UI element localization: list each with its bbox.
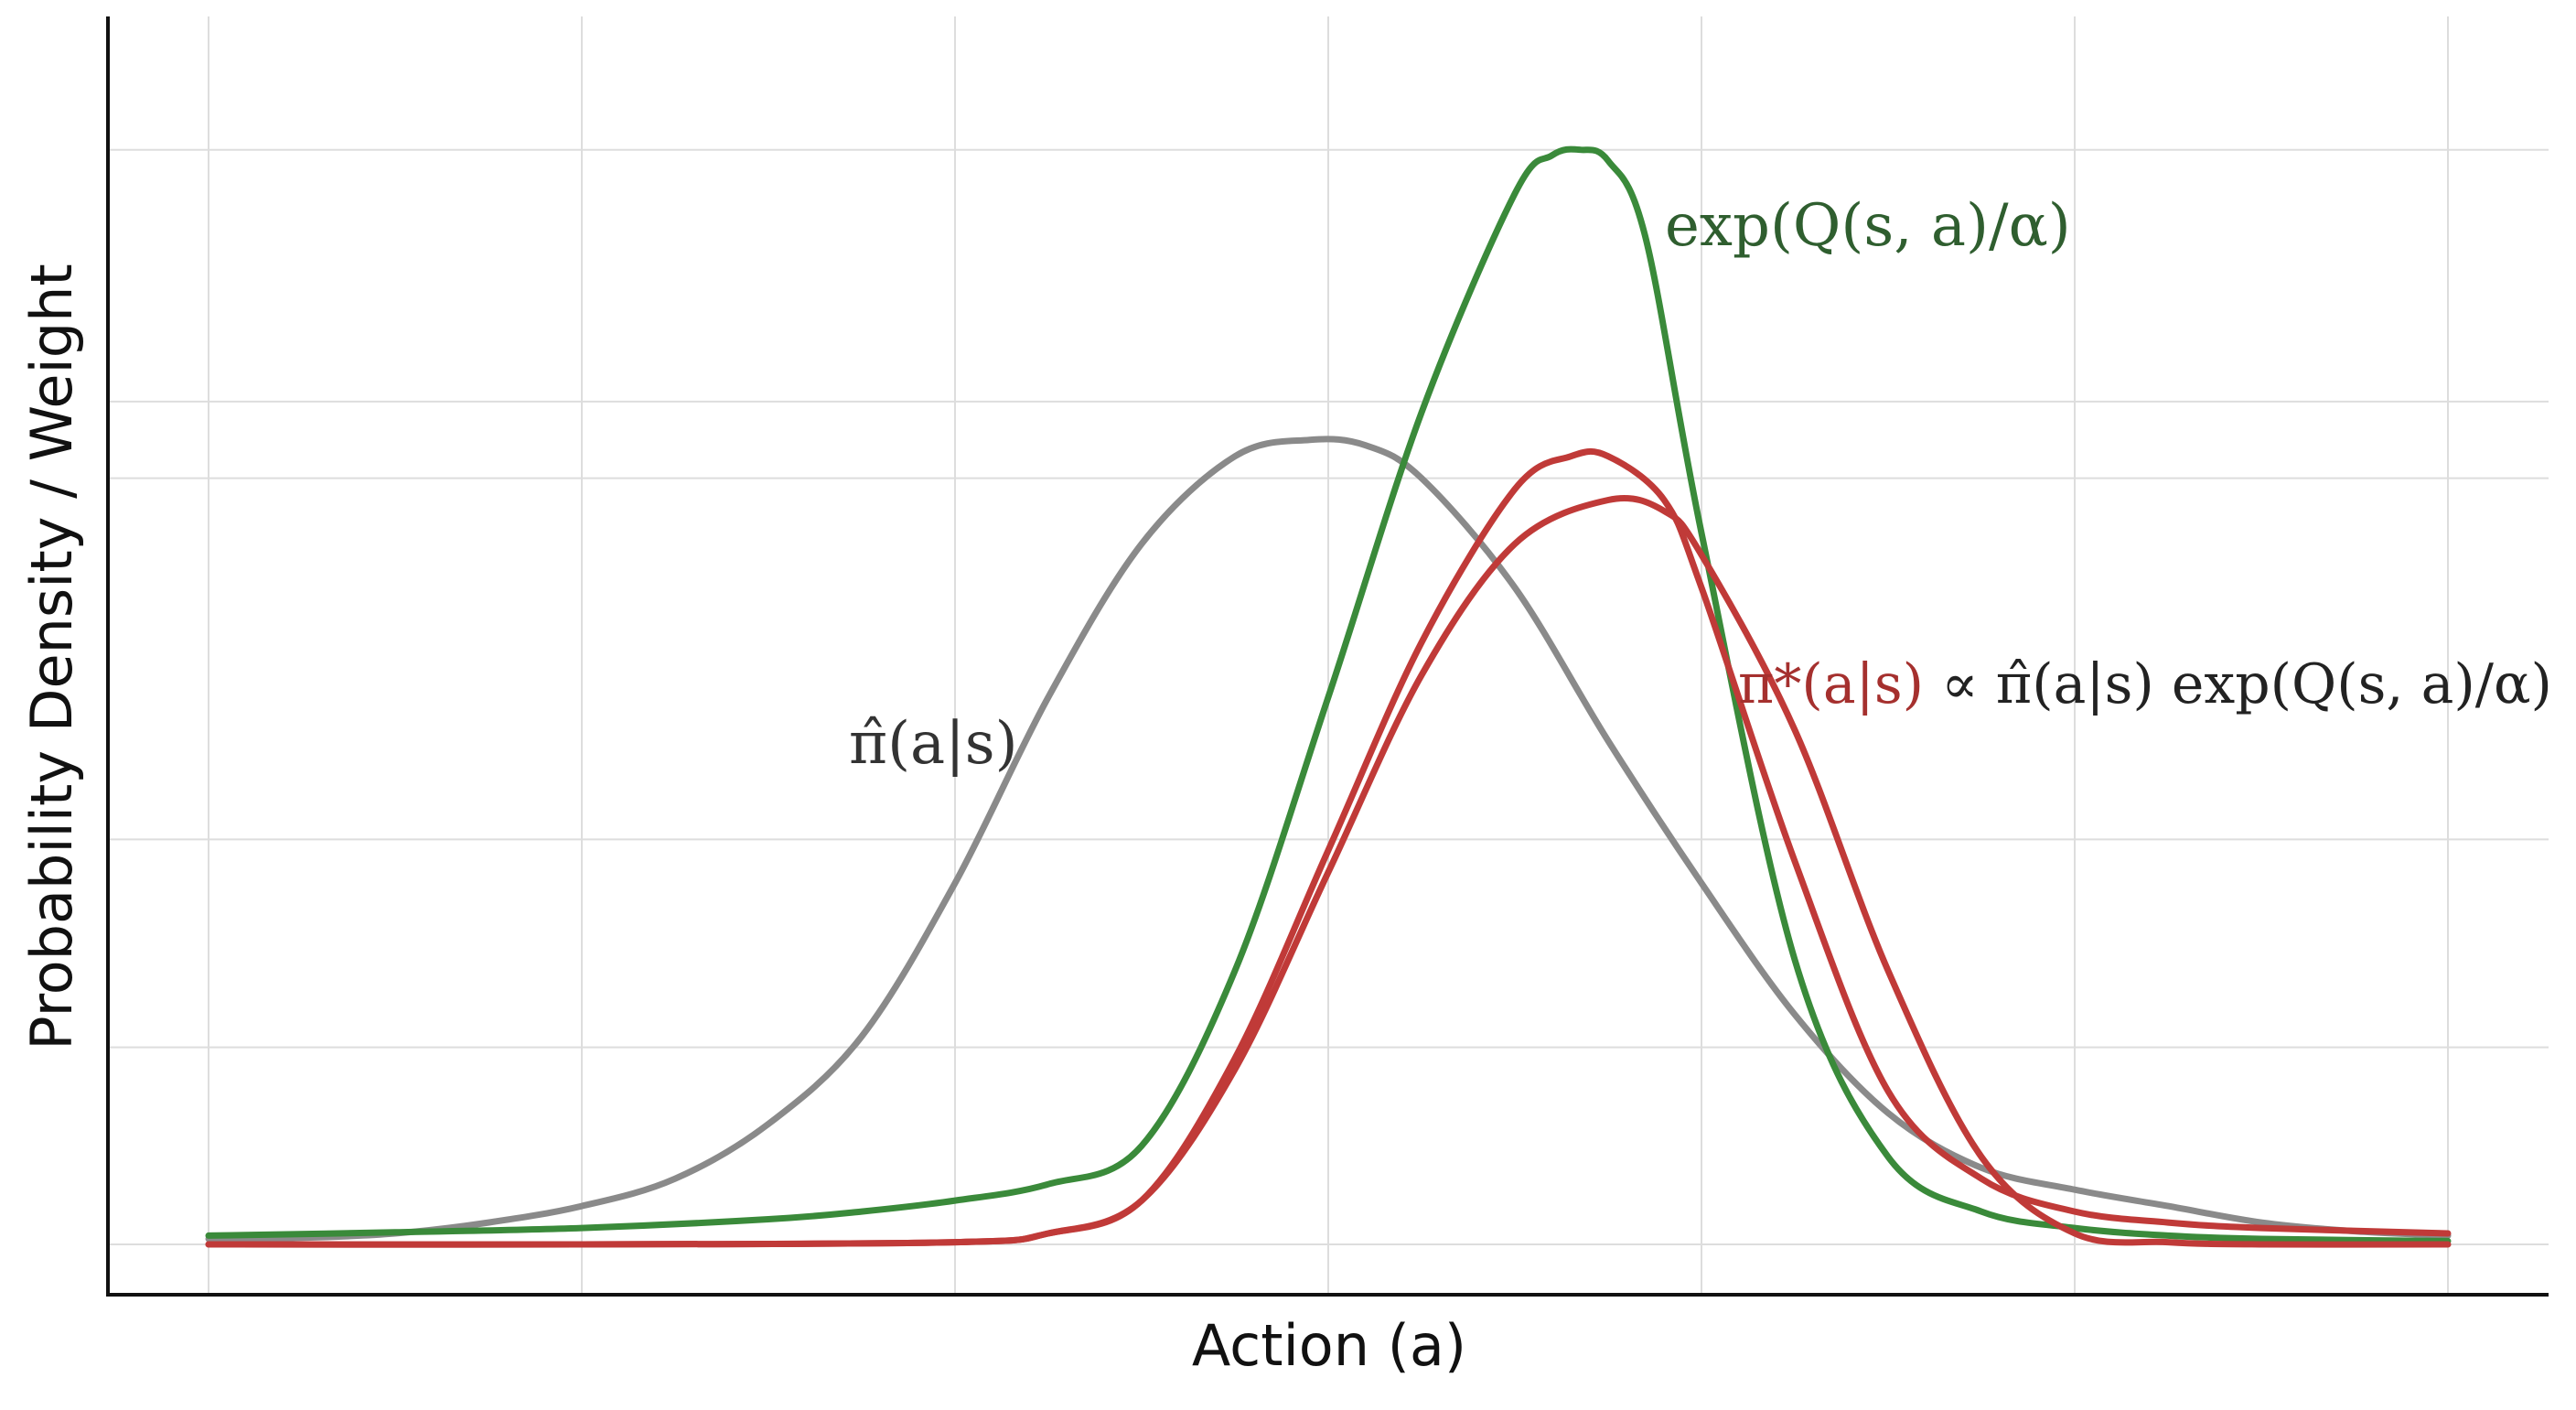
series-line-exp-q	[205, 145, 2452, 1244]
y-axis-title: Probability Density / Weight	[18, 264, 85, 1049]
red-series-label-head: π*(a|s)	[1738, 652, 1924, 716]
red-series-label-tail: ∝ π̂(a|s) exp(Q(s, a)/α)	[1924, 652, 2552, 716]
x-axis-title: Action (a)	[1192, 1312, 1466, 1379]
axes	[106, 16, 2549, 1297]
green-series-label: exp(Q(s, a)/α)	[1665, 192, 2071, 260]
series-line-prior	[205, 436, 2452, 1243]
series-line-optimal-policy-2	[205, 494, 2452, 1248]
gray-series-label: π̂(a|s)	[849, 710, 1018, 778]
grid	[108, 16, 2549, 1295]
series-layer	[205, 145, 2452, 1248]
red-series-label: π*(a|s) ∝ π̂(a|s) exp(Q(s, a)/α)	[1738, 652, 2552, 716]
